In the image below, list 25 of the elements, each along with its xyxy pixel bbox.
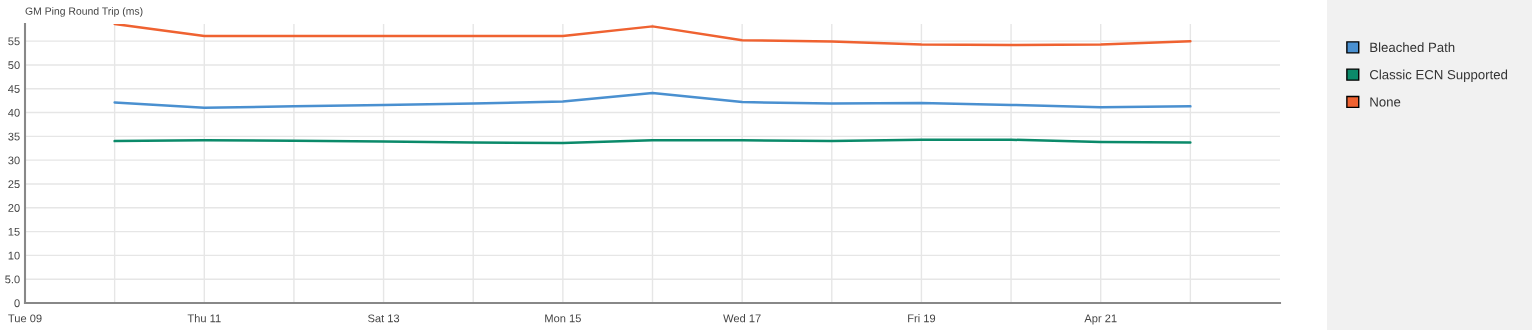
chart-title: GM Ping Round Trip (ms) (25, 7, 143, 17)
legend-label: Bleached Path (1370, 42, 1455, 53)
y-tick-label: 45 (8, 85, 20, 93)
legend-label: Classic ECN Supported (1369, 69, 1508, 82)
x-tick-label: Thu 11 (187, 314, 221, 323)
y-tick-label: 15 (8, 227, 20, 236)
line-series (113, 91, 1192, 110)
y-tick-label: 50 (8, 61, 20, 70)
y-tick-label: 20 (8, 204, 20, 212)
y-tick-label: 5.0 (5, 275, 20, 284)
x-tick-label: Fri 19 (908, 314, 936, 323)
x-tick-label: Sat 13 (368, 314, 400, 323)
legend-label: None (1370, 97, 1401, 107)
y-tick-label: 10 (8, 251, 20, 260)
y-tick-label: 55 (8, 37, 20, 46)
x-tick-label: Wed 17 (723, 314, 761, 323)
x-tick-label: Mon 15 (545, 314, 581, 323)
y-tick-label: 30 (8, 156, 20, 165)
line-series (113, 24, 1192, 47)
y-tick-label: 35 (8, 132, 20, 141)
x-tick-label: Tue 09 (8, 314, 42, 323)
y-tick-label: 25 (8, 180, 20, 189)
y-tick-label: 40 (8, 108, 20, 117)
y-tick-label: 0 (14, 299, 20, 308)
x-tick-label: Apr 21 (1084, 314, 1117, 325)
